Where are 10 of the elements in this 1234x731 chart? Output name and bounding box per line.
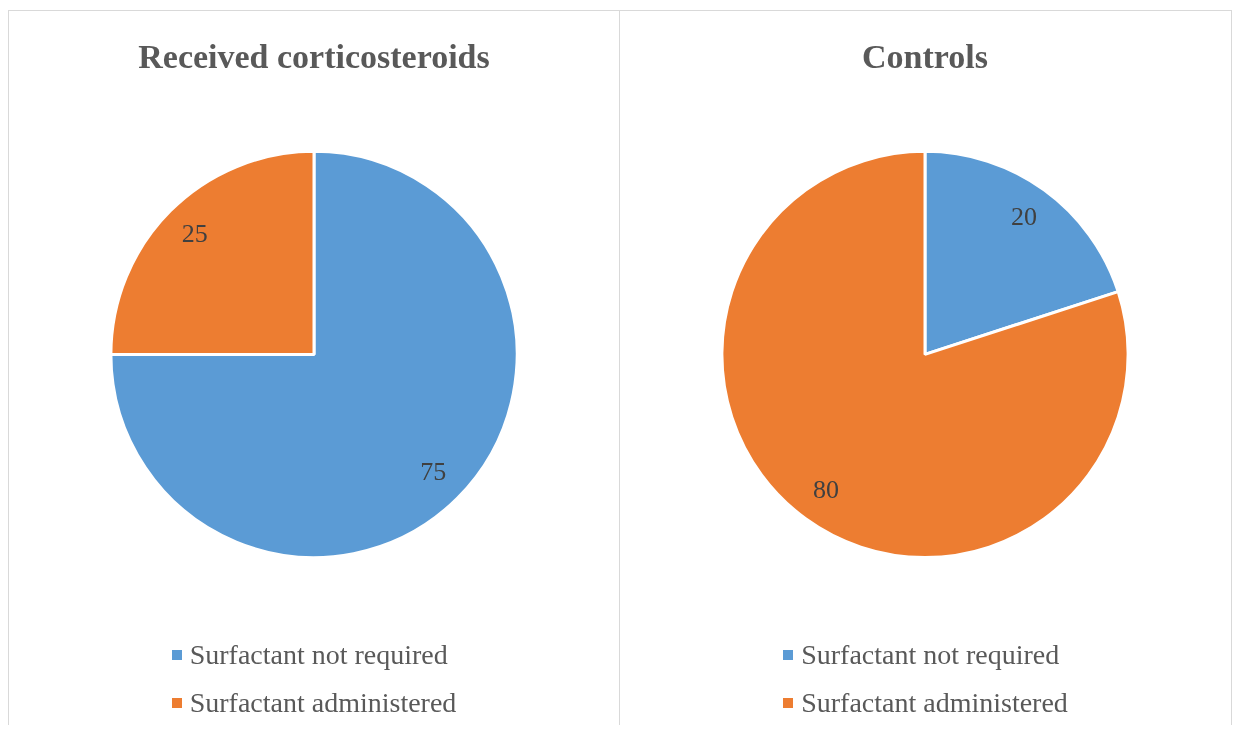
data-label: 75 <box>420 457 447 487</box>
chart-title: Controls <box>862 38 988 76</box>
data-label: 20 <box>1011 201 1038 231</box>
legend-label: Surfactant not required <box>801 639 1060 671</box>
legend-label: Surfactant administered <box>801 687 1068 719</box>
data-label: 25 <box>181 219 208 249</box>
legend-label: Surfactant administered <box>189 687 457 719</box>
data-label: 80 <box>812 474 839 504</box>
legend-label: Surfactant not required <box>189 639 448 671</box>
chart-title: Received corticosteroids <box>138 38 490 76</box>
